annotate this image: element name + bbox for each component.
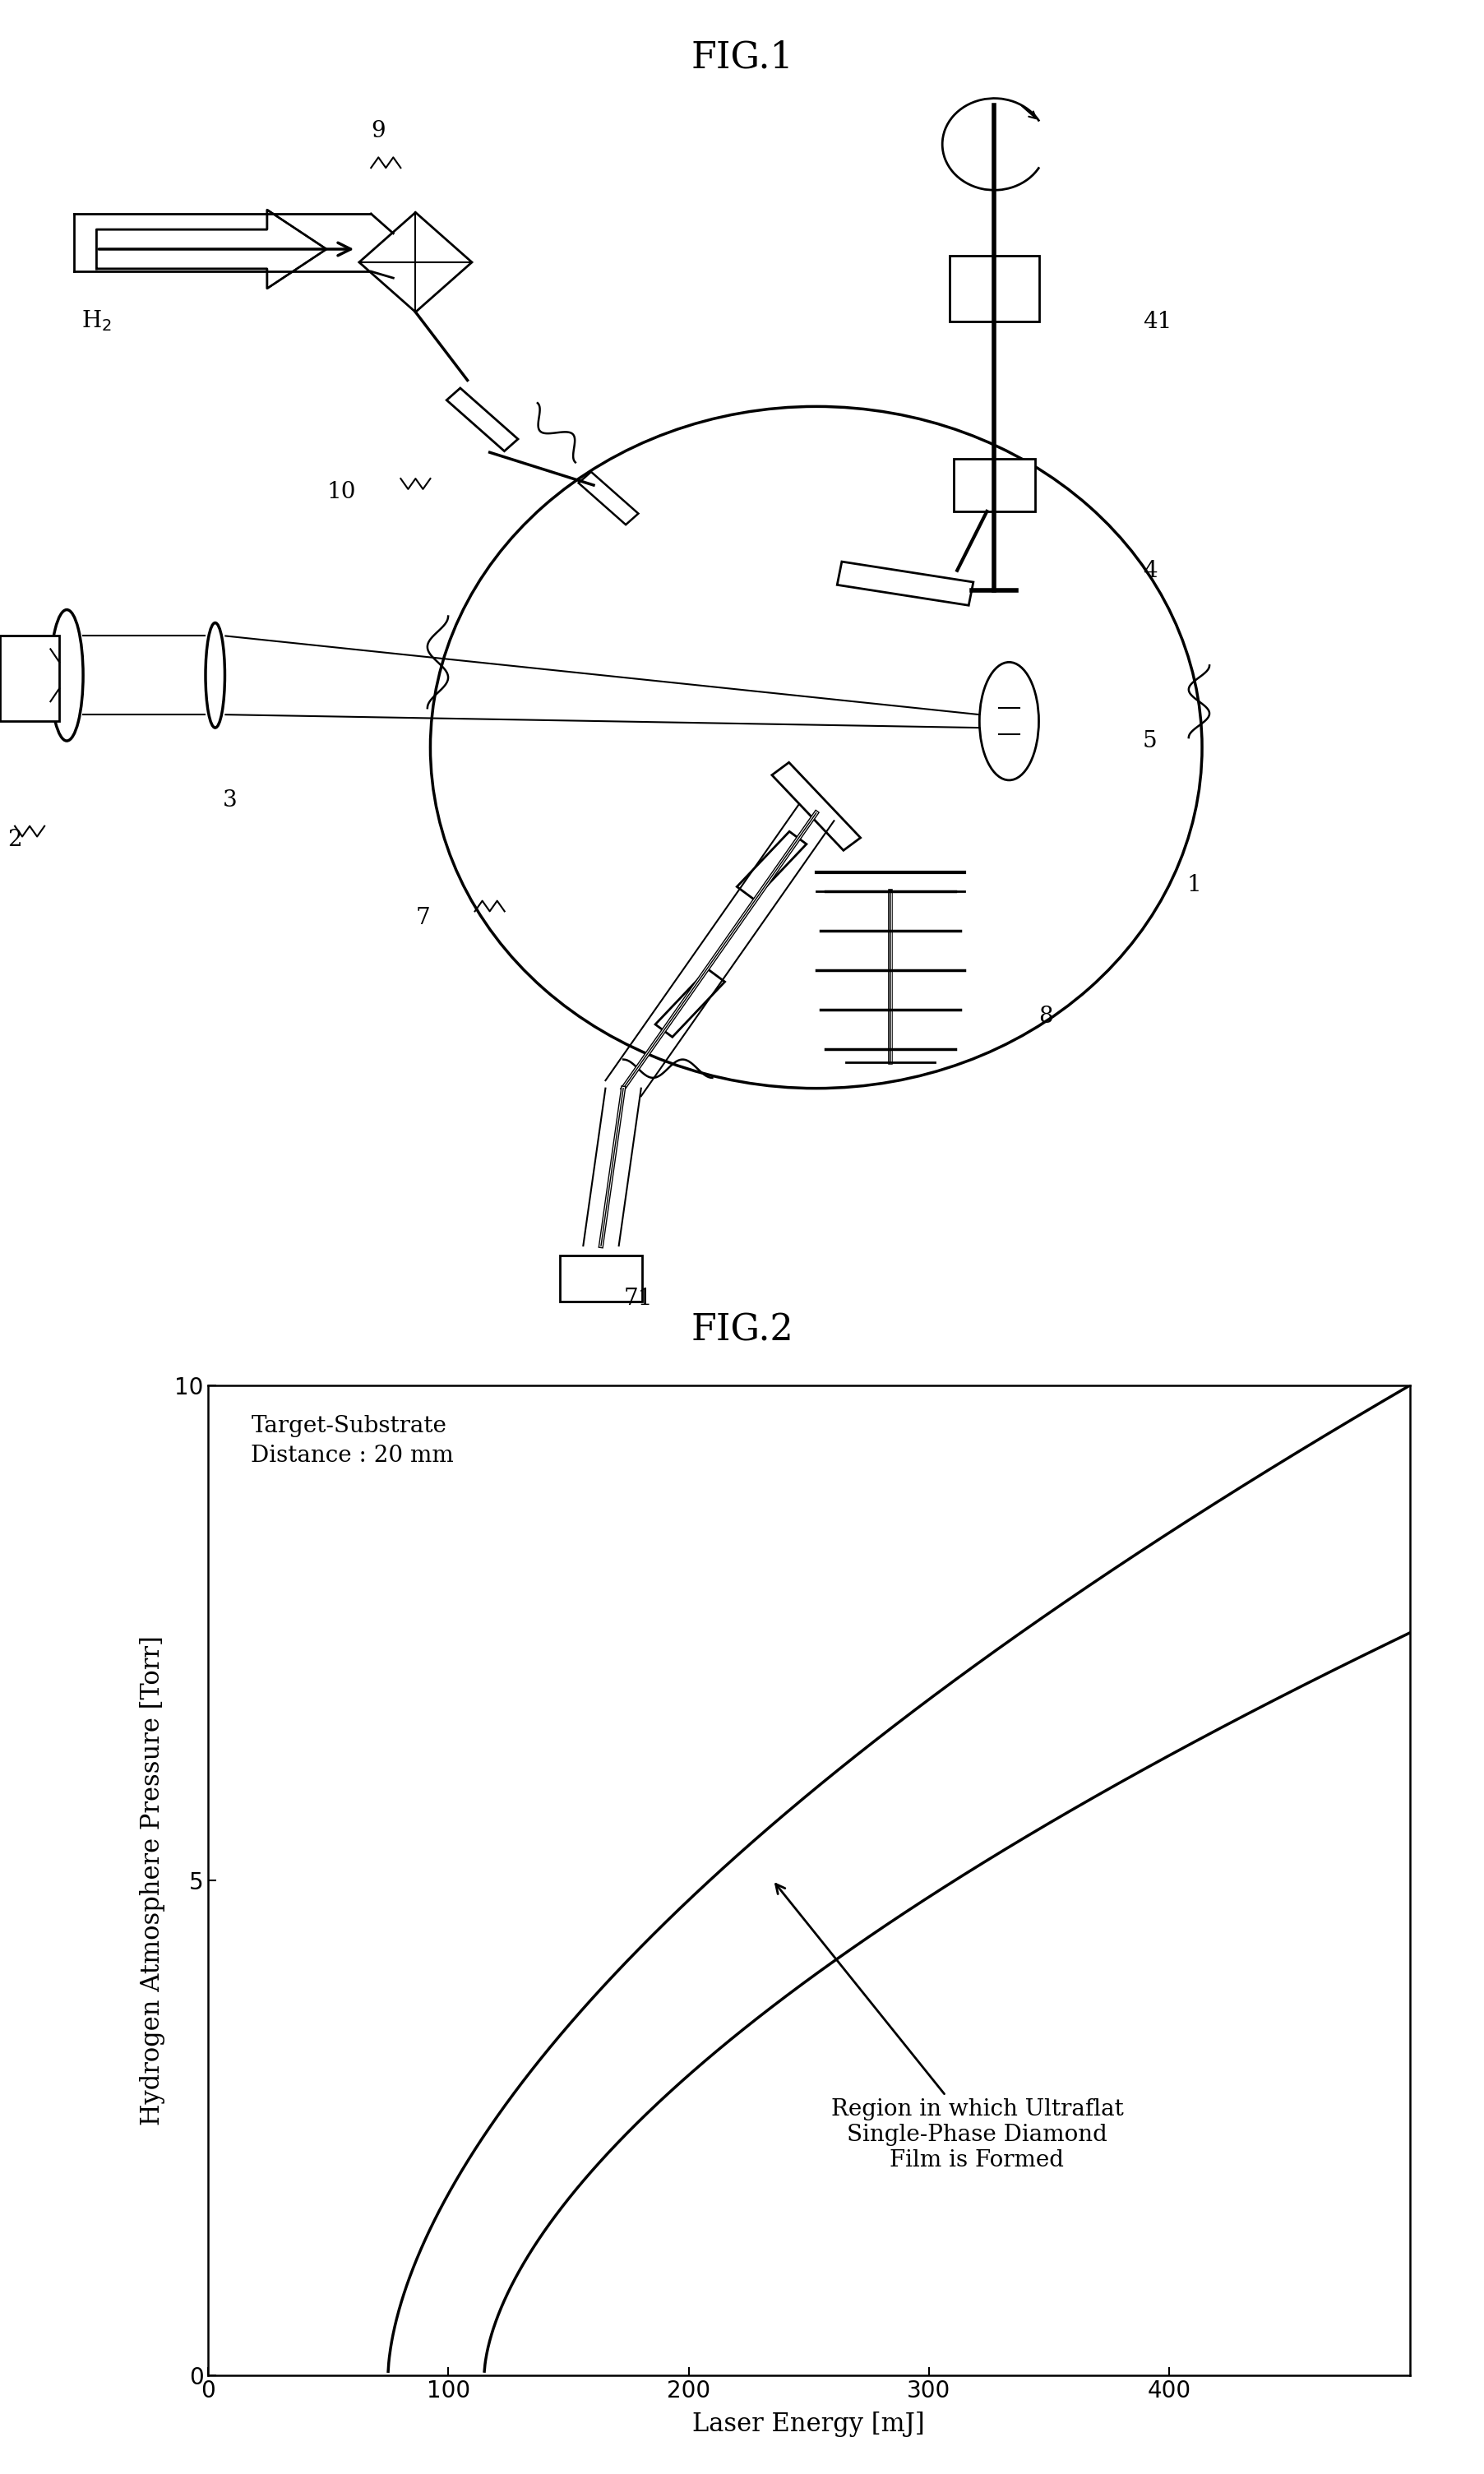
- Text: 10: 10: [326, 480, 356, 502]
- Bar: [738, 831, 806, 901]
- Text: FIG.1: FIG.1: [690, 40, 794, 74]
- Y-axis label: Hydrogen Atmosphere Pressure [Torr]: Hydrogen Atmosphere Pressure [Torr]: [139, 1635, 166, 2125]
- Bar: [561, 1254, 643, 1301]
- Bar: [447, 388, 518, 450]
- Text: 5: 5: [1143, 730, 1158, 752]
- Ellipse shape: [205, 623, 226, 727]
- Polygon shape: [96, 210, 326, 289]
- Text: 41: 41: [1143, 312, 1172, 332]
- Text: FIG.2: FIG.2: [690, 1314, 794, 1348]
- Text: 71: 71: [623, 1286, 653, 1309]
- Bar: [772, 762, 861, 851]
- Bar: [579, 473, 638, 524]
- Ellipse shape: [50, 609, 83, 740]
- Text: 8: 8: [1039, 1004, 1054, 1027]
- Text: 9: 9: [371, 121, 386, 143]
- Bar: [656, 970, 724, 1037]
- Text: 7: 7: [416, 908, 430, 930]
- Text: Region in which Ultraflat
Single-Phase Diamond
Film is Formed: Region in which Ultraflat Single-Phase D…: [776, 1885, 1123, 2172]
- Text: H$_2$: H$_2$: [82, 309, 111, 334]
- Bar: [950, 255, 1039, 322]
- Ellipse shape: [979, 663, 1039, 779]
- Text: 2: 2: [7, 829, 22, 851]
- Text: 1: 1: [1187, 873, 1202, 896]
- Polygon shape: [359, 213, 472, 312]
- Bar: [953, 458, 1034, 512]
- Text: 3: 3: [223, 789, 237, 811]
- X-axis label: Laser Energy [mJ]: Laser Energy [mJ]: [693, 2412, 925, 2437]
- Text: Target-Substrate
Distance : 20 mm: Target-Substrate Distance : 20 mm: [251, 1415, 454, 1467]
- Text: 4: 4: [1143, 559, 1158, 581]
- Bar: [837, 562, 974, 606]
- Bar: [0, 636, 59, 722]
